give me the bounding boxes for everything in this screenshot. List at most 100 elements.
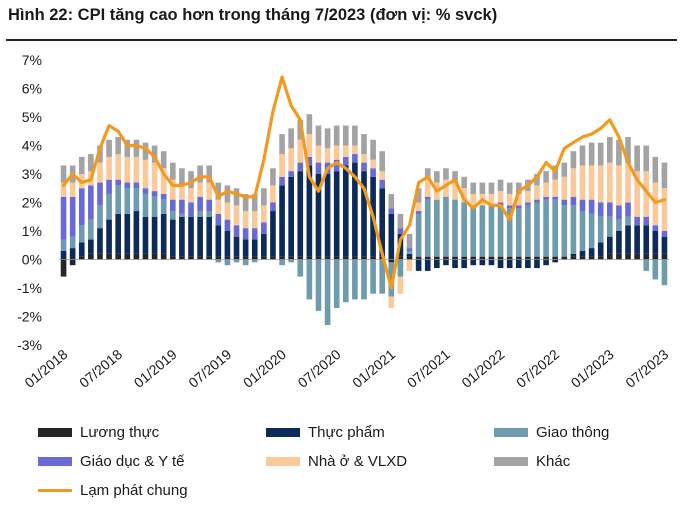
bar-nha-o-vlxd bbox=[424, 179, 431, 197]
y-tick-label: -3% bbox=[17, 337, 42, 353]
bar-thuc-pham bbox=[406, 253, 413, 257]
inflation-line-group bbox=[61, 75, 667, 290]
bar-luong-thuc bbox=[133, 253, 140, 260]
bar-khac bbox=[306, 114, 313, 135]
bar-nha-o-vlxd bbox=[406, 259, 413, 271]
bar-thuc-pham bbox=[616, 231, 622, 254]
bar-giao-duc-y-te bbox=[160, 193, 167, 200]
bar-giao-duc-y-te bbox=[124, 182, 131, 189]
legend-label-lam-phat-chung: Lạm phát chung bbox=[80, 482, 188, 499]
bar-luong-thuc bbox=[270, 256, 276, 260]
bar-giao-duc-y-te bbox=[242, 228, 249, 240]
bar-giao-duc-y-te bbox=[661, 231, 668, 237]
chart-legend: Lương thực Thực phẩm Giao thông Giáo dục… bbox=[38, 424, 678, 510]
bar-nha-o-vlxd bbox=[97, 162, 103, 183]
x-tick-label: 07/2018 bbox=[76, 346, 125, 391]
bar-khac bbox=[142, 142, 149, 160]
bar-nha-o-vlxd bbox=[342, 145, 349, 157]
bar-giao-thong bbox=[69, 236, 76, 249]
bar-thuc-pham bbox=[206, 216, 213, 257]
bar-giao-duc-y-te bbox=[406, 248, 413, 251]
bar-luong-thuc bbox=[406, 256, 413, 260]
bar-nha-o-vlxd bbox=[315, 145, 322, 163]
bar-giao-duc-y-te bbox=[270, 202, 276, 212]
bar-giao-duc-y-te bbox=[151, 191, 158, 197]
bar-series-group bbox=[60, 114, 668, 326]
x-tick-label: 07/2019 bbox=[185, 346, 234, 391]
bar-giao-duc-y-te bbox=[224, 219, 231, 231]
bar-giao-thong bbox=[661, 259, 668, 286]
bar-giao-thong bbox=[60, 239, 67, 251]
bar-khac bbox=[652, 156, 659, 183]
bar-luong-thuc bbox=[261, 256, 267, 260]
bar-nha-o-vlxd bbox=[488, 193, 495, 206]
bar-khac bbox=[270, 168, 276, 186]
bar-luong-thuc bbox=[452, 256, 458, 260]
bar-giao-thong bbox=[288, 259, 294, 263]
bar-giao-duc-y-te bbox=[306, 156, 313, 166]
y-tick-label: -1% bbox=[17, 280, 42, 296]
bar-giao-thong bbox=[643, 259, 650, 271]
bar-luong-thuc bbox=[169, 256, 176, 260]
bar-khac bbox=[88, 154, 94, 172]
bar-khac bbox=[324, 128, 331, 149]
bar-giao-duc-y-te bbox=[397, 228, 404, 234]
bar-giao-duc-y-te bbox=[515, 205, 522, 209]
bar-giao-duc-y-te bbox=[69, 196, 76, 237]
bar-nha-o-vlxd bbox=[233, 205, 240, 226]
bar-thuc-pham bbox=[97, 228, 103, 254]
bar-thuc-pham bbox=[251, 239, 258, 257]
bar-nha-o-vlxd bbox=[352, 145, 358, 155]
legend-swatch-giao-duc-y-te bbox=[38, 457, 72, 466]
bar-nha-o-vlxd bbox=[588, 165, 595, 200]
bar-thuc-pham bbox=[333, 171, 340, 257]
bar-giao-duc-y-te bbox=[315, 162, 322, 174]
bar-giao-thong bbox=[379, 259, 386, 294]
bar-thuc-pham bbox=[270, 211, 276, 257]
bar-luong-thuc bbox=[397, 256, 404, 260]
x-tick-label: 01/2022 bbox=[458, 346, 507, 391]
bar-khac bbox=[597, 142, 604, 166]
bar-khac bbox=[169, 162, 176, 180]
bar-khac bbox=[434, 171, 440, 183]
bar-luong-thuc bbox=[142, 253, 149, 260]
bar-giao-duc-y-te bbox=[597, 202, 604, 217]
legend-label-thuc-pham: Thực phẩm bbox=[308, 424, 385, 441]
bar-nha-o-vlxd bbox=[570, 168, 577, 197]
bar-nha-o-vlxd bbox=[470, 193, 477, 206]
x-tick-label: 01/2019 bbox=[131, 346, 180, 391]
bar-giao-thong bbox=[616, 219, 622, 231]
bar-thuc-pham bbox=[288, 176, 294, 257]
bar-thuc-pham bbox=[379, 188, 386, 257]
x-axis: 01/2018 07/2018 01/2019 07/2019 01/2020 07/20… bbox=[21, 346, 671, 391]
bar-thuc-pham bbox=[597, 242, 604, 257]
bar-nha-o-vlxd bbox=[443, 179, 449, 197]
x-tick-label: 01/2021 bbox=[349, 346, 398, 391]
legend-label-khac: Khác bbox=[536, 453, 571, 470]
bar-thuc-pham bbox=[497, 259, 504, 269]
bar-luong-thuc bbox=[552, 256, 559, 260]
bar-khac bbox=[661, 162, 668, 189]
bar-nha-o-vlxd bbox=[242, 211, 249, 229]
bar-khac bbox=[242, 193, 249, 212]
bar-giao-thong bbox=[497, 205, 504, 257]
bar-giao-duc-y-te bbox=[342, 156, 349, 166]
bar-nha-o-vlxd bbox=[60, 182, 67, 197]
bar-thuc-pham bbox=[361, 171, 367, 257]
y-tick-label: 7% bbox=[22, 52, 42, 68]
title-divider bbox=[6, 39, 677, 41]
bar-khac bbox=[261, 188, 267, 206]
bar-luong-thuc bbox=[625, 253, 631, 260]
bar-nha-o-vlxd bbox=[597, 165, 604, 203]
bar-khac bbox=[78, 156, 85, 174]
bar-khac bbox=[233, 188, 240, 206]
bar-giao-duc-y-te bbox=[169, 199, 176, 212]
bar-giao-duc-y-te bbox=[634, 216, 640, 226]
legend-swatch-giao-thong bbox=[494, 428, 528, 437]
line-lam-phat-chung bbox=[61, 75, 667, 290]
bar-luong-thuc bbox=[206, 256, 213, 260]
bar-nha-o-vlxd bbox=[616, 165, 622, 206]
bar-giao-thong bbox=[552, 199, 559, 257]
bar-giao-duc-y-te bbox=[616, 205, 622, 220]
bar-luong-thuc bbox=[643, 253, 650, 260]
